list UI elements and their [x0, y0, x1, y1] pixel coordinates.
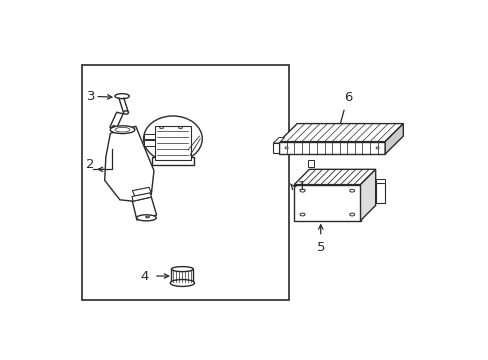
- Polygon shape: [132, 197, 156, 220]
- Bar: [375, 183, 385, 203]
- Polygon shape: [273, 143, 279, 153]
- Ellipse shape: [285, 147, 287, 149]
- Ellipse shape: [115, 94, 129, 99]
- Ellipse shape: [143, 116, 202, 162]
- Text: 3: 3: [86, 90, 95, 103]
- Text: 2: 2: [85, 158, 94, 171]
- Bar: [144, 134, 155, 139]
- Text: 4: 4: [141, 270, 149, 283]
- Text: 6: 6: [343, 91, 351, 104]
- Polygon shape: [273, 138, 284, 143]
- Ellipse shape: [145, 216, 149, 218]
- Bar: [152, 157, 193, 165]
- Polygon shape: [104, 126, 154, 201]
- Polygon shape: [385, 123, 403, 154]
- Bar: [307, 159, 314, 167]
- Bar: [294, 185, 360, 221]
- Polygon shape: [279, 123, 403, 141]
- Polygon shape: [360, 169, 375, 221]
- Ellipse shape: [375, 147, 378, 149]
- Bar: [82, 66, 288, 300]
- Ellipse shape: [300, 189, 305, 192]
- Polygon shape: [132, 187, 151, 197]
- Ellipse shape: [349, 189, 354, 192]
- Ellipse shape: [300, 213, 305, 216]
- Ellipse shape: [136, 215, 156, 221]
- Polygon shape: [132, 193, 151, 201]
- Ellipse shape: [123, 111, 128, 114]
- Ellipse shape: [111, 126, 115, 130]
- Ellipse shape: [170, 279, 194, 287]
- Text: 1: 1: [297, 180, 306, 193]
- Polygon shape: [110, 112, 123, 129]
- Polygon shape: [375, 179, 385, 183]
- Bar: [144, 140, 155, 146]
- Ellipse shape: [178, 127, 182, 129]
- Text: 5: 5: [316, 242, 325, 255]
- Ellipse shape: [159, 127, 163, 129]
- Ellipse shape: [171, 267, 193, 271]
- Bar: [279, 141, 385, 154]
- Ellipse shape: [110, 126, 135, 134]
- FancyBboxPatch shape: [154, 126, 190, 159]
- Bar: [171, 269, 193, 283]
- Ellipse shape: [115, 127, 130, 132]
- Polygon shape: [294, 169, 375, 185]
- Ellipse shape: [349, 213, 354, 216]
